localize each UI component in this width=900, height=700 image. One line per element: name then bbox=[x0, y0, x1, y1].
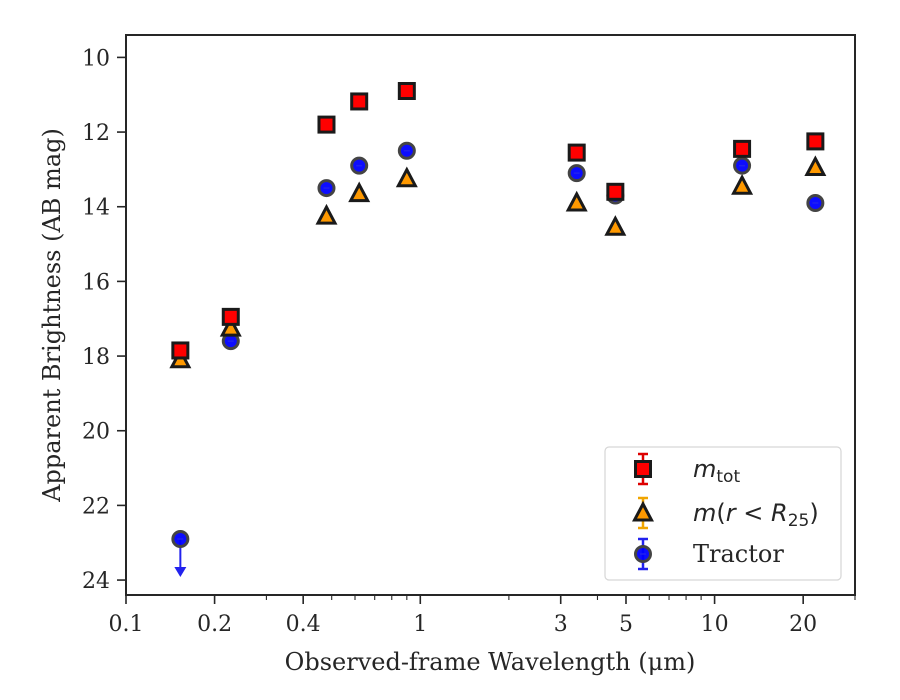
m-tot-square-marker bbox=[806, 132, 825, 151]
m-tot-square-marker bbox=[171, 341, 190, 360]
x-tick-label: 10 bbox=[701, 612, 729, 637]
m-r-lt-r25-triangle-marker bbox=[731, 174, 754, 195]
m-tot-square-marker bbox=[350, 92, 369, 111]
legend-m-tot-square-marker bbox=[634, 460, 652, 478]
y-axis-title: Apparent Brightness (AB mag) bbox=[38, 128, 66, 503]
legend-markers bbox=[632, 452, 654, 571]
y-tick-label: 20 bbox=[82, 420, 110, 445]
y-tick-label: 14 bbox=[82, 196, 110, 221]
y-tick-label: 22 bbox=[82, 494, 110, 519]
m-tot-square-marker bbox=[221, 307, 240, 326]
m-r-lt-r25-triangle-marker bbox=[315, 203, 338, 225]
y-tick-label: 18 bbox=[82, 345, 110, 370]
x-axis-title: Observed-frame Wavelength (μm) bbox=[285, 648, 696, 676]
plot-frame bbox=[125, 34, 856, 596]
legend-box bbox=[604, 446, 842, 581]
legend: mtot m(r < R25) Tractor bbox=[604, 446, 842, 581]
m-r-lt-r25-triangle-marker bbox=[804, 155, 827, 177]
m-tot-square-marker bbox=[733, 139, 752, 158]
m-r-lt-r25-triangle-marker bbox=[565, 190, 588, 212]
m-tot-square-marker bbox=[606, 182, 625, 201]
tractor-upper-limit-arrow bbox=[174, 567, 187, 577]
m-tot-square-marker bbox=[397, 82, 416, 100]
m-r-lt-r25-triangle-marker bbox=[395, 166, 418, 188]
x-tick-label: 1 bbox=[413, 612, 427, 637]
y-tick-label: 10 bbox=[82, 46, 110, 71]
y-tick-label: 12 bbox=[82, 121, 110, 146]
x-tick-label: 0.1 bbox=[109, 612, 144, 637]
axis-ticks: 0.1 0.2 0.4 1 3 5 10 20 10 12 14 16 18 20 22 24 bbox=[82, 46, 856, 637]
m-r-lt-r25-triangle-marker bbox=[348, 181, 371, 203]
m-tot-square-marker bbox=[317, 115, 336, 134]
m-r-lt-r25-triangle-marker bbox=[219, 315, 242, 337]
x-tick-label: 0.4 bbox=[286, 612, 321, 637]
data-marks bbox=[169, 82, 827, 577]
y-tick-label: 24 bbox=[82, 569, 110, 594]
m-r-lt-r25-triangle-marker bbox=[604, 215, 627, 236]
x-tick-label: 20 bbox=[789, 612, 817, 637]
legend-label-m-tot: mtot bbox=[693, 455, 740, 487]
y-tick-label: 16 bbox=[82, 270, 110, 295]
legend-label-tractor: Tractor bbox=[693, 540, 784, 568]
x-tick-label: 3 bbox=[554, 612, 568, 637]
x-tick-label: 0.2 bbox=[197, 612, 232, 637]
x-tick-label: 5 bbox=[619, 612, 633, 637]
m-tot-square-marker bbox=[567, 143, 586, 162]
legend-m-r-lt-r25-triangle-marker bbox=[632, 500, 654, 522]
legend-label-m-r-lt-r25: m(r < R25) bbox=[693, 499, 819, 531]
